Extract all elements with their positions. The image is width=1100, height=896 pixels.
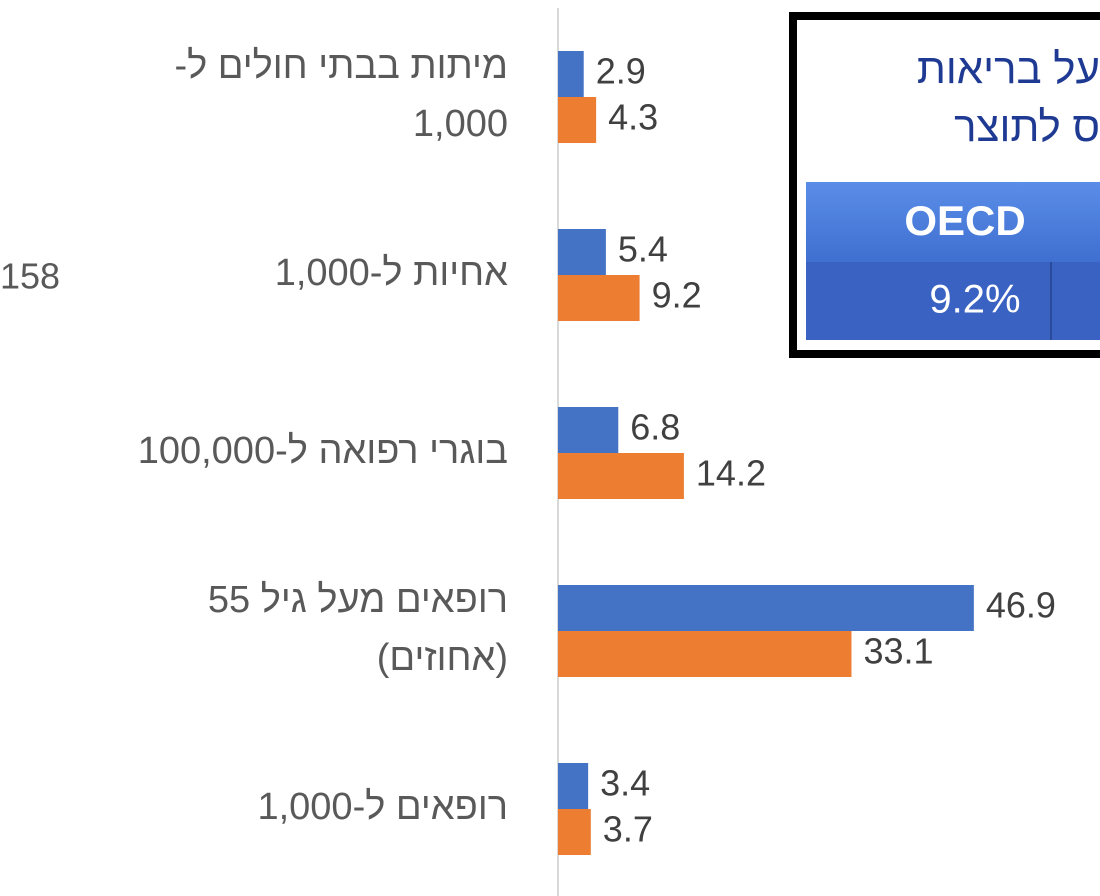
inset-title: על בריאות <box>917 45 1100 92</box>
category-label: רופאים ל-1,000 <box>257 786 508 828</box>
value-label: 9.2 <box>652 275 702 316</box>
category-label: 1,000 <box>413 103 508 145</box>
bar <box>558 97 597 143</box>
inset-header: OECD <box>904 197 1025 244</box>
value-label: 5.4 <box>618 229 668 270</box>
value-label: 3.4 <box>600 763 650 804</box>
value-label: 33.1 <box>863 631 933 672</box>
value-label: 4.3 <box>608 97 658 138</box>
bar <box>558 763 589 809</box>
bar <box>558 585 974 631</box>
category-label: אחיות ל-1,000 <box>275 252 508 294</box>
value-label: 14.2 <box>696 453 766 494</box>
bar <box>558 407 619 453</box>
category-label: מיתות בבתי חולים ל- <box>174 45 508 87</box>
inset-header-cell <box>806 182 1100 262</box>
bar <box>558 51 584 97</box>
bar <box>558 229 606 275</box>
category-label: (אחוזים) <box>377 637 508 679</box>
bar <box>558 275 640 321</box>
bar <box>558 809 591 855</box>
bar <box>558 631 852 677</box>
cropped-label: 158 <box>0 256 60 297</box>
inset: על בריאות ס לתוצר OECD 9.2% <box>789 12 1100 358</box>
category-label: רופאים מעל גיל 55 <box>208 579 508 621</box>
category-label: בוגרי רפואה ל-100,000 <box>138 430 508 472</box>
value-label: 46.9 <box>986 585 1056 626</box>
inset-value: 9.2% <box>929 278 1020 322</box>
value-label: 2.9 <box>596 51 646 92</box>
value-label: 3.7 <box>603 809 653 850</box>
inset-title: ס לתוצר <box>954 103 1100 150</box>
value-label: 6.8 <box>630 407 680 448</box>
bar <box>558 453 684 499</box>
